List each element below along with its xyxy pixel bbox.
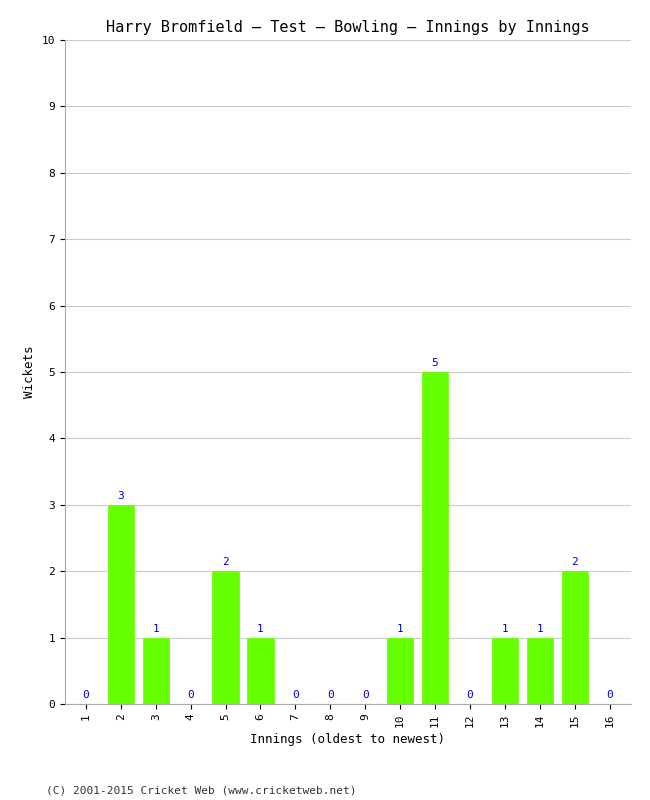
Text: 0: 0 xyxy=(83,690,89,700)
Bar xyxy=(248,638,274,704)
X-axis label: Innings (oldest to newest): Innings (oldest to newest) xyxy=(250,733,445,746)
Text: 0: 0 xyxy=(606,690,613,700)
Text: 0: 0 xyxy=(467,690,473,700)
Y-axis label: Wickets: Wickets xyxy=(23,346,36,398)
Text: 0: 0 xyxy=(292,690,299,700)
Text: 3: 3 xyxy=(118,491,124,501)
Bar xyxy=(422,372,448,704)
Text: (C) 2001-2015 Cricket Web (www.cricketweb.net): (C) 2001-2015 Cricket Web (www.cricketwe… xyxy=(46,786,356,795)
Bar xyxy=(108,505,134,704)
Text: 2: 2 xyxy=(222,558,229,567)
Title: Harry Bromfield – Test – Bowling – Innings by Innings: Harry Bromfield – Test – Bowling – Innin… xyxy=(106,20,590,34)
Bar xyxy=(526,638,553,704)
Text: 2: 2 xyxy=(571,558,578,567)
Bar xyxy=(387,638,413,704)
Text: 5: 5 xyxy=(432,358,438,368)
Text: 1: 1 xyxy=(536,624,543,634)
Text: 0: 0 xyxy=(187,690,194,700)
Text: 0: 0 xyxy=(327,690,333,700)
Text: 1: 1 xyxy=(501,624,508,634)
Text: 1: 1 xyxy=(396,624,404,634)
Text: 0: 0 xyxy=(362,690,369,700)
Bar xyxy=(213,571,239,704)
Bar xyxy=(492,638,518,704)
Text: 1: 1 xyxy=(152,624,159,634)
Text: 1: 1 xyxy=(257,624,264,634)
Bar xyxy=(562,571,588,704)
Bar xyxy=(142,638,169,704)
